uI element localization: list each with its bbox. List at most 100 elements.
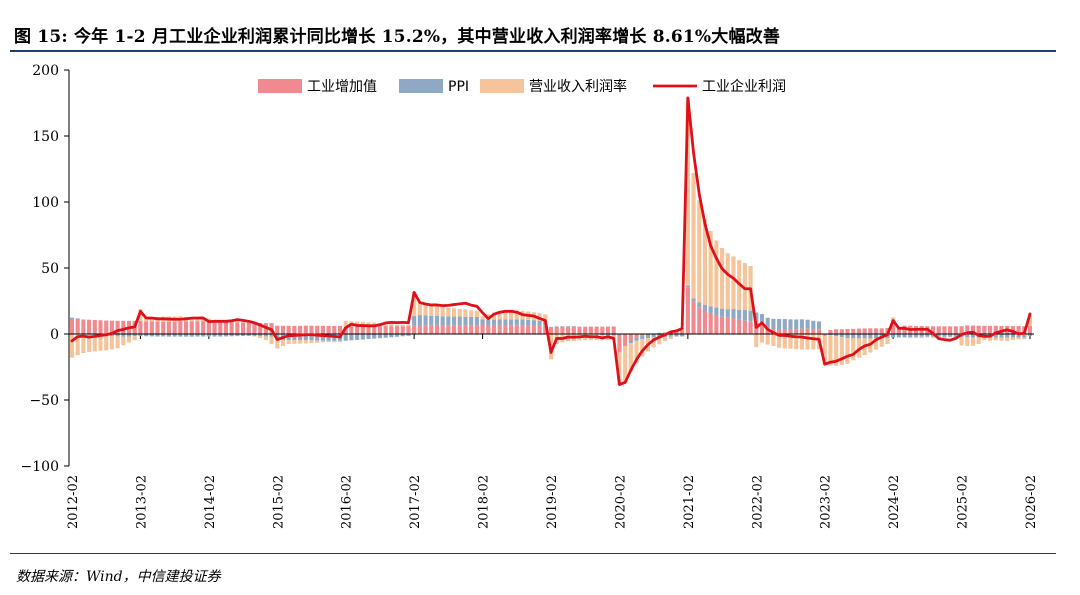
bar-ppi — [537, 320, 542, 326]
bar-value-added — [799, 328, 804, 334]
bar-value-added — [640, 334, 645, 336]
bar-value-added — [988, 325, 993, 334]
bar-margin — [201, 319, 206, 322]
bar-margin — [469, 310, 474, 317]
y-tick-label: 0 — [50, 327, 59, 343]
bar-value-added — [543, 325, 548, 334]
bar-value-added — [178, 321, 183, 334]
bar-ppi — [680, 334, 685, 337]
bar-ppi — [919, 334, 924, 337]
bar-ppi — [931, 334, 936, 337]
bar-ppi — [531, 320, 536, 326]
bar-value-added — [212, 322, 217, 334]
bar-ppi — [417, 315, 422, 326]
bar-ppi — [999, 334, 1004, 338]
bar-margin — [372, 322, 377, 327]
bar-margin — [87, 334, 92, 352]
bar-value-added — [98, 320, 103, 334]
bar-value-added — [531, 325, 536, 334]
bar-value-added — [429, 325, 434, 334]
bar-margin — [263, 336, 268, 341]
bar-value-added — [166, 321, 171, 334]
bar-value-added — [195, 321, 200, 334]
bar-value-added — [765, 328, 770, 334]
bar-value-added — [982, 325, 987, 334]
bar-ppi — [446, 316, 451, 326]
bar-ppi — [913, 334, 919, 337]
bar-value-added — [92, 320, 97, 334]
bar-margin — [976, 337, 981, 345]
bar-margin — [754, 334, 759, 348]
bar-value-added — [714, 314, 719, 334]
bar-value-added — [634, 334, 639, 338]
bar-ppi — [69, 317, 75, 319]
bar-ppi — [440, 316, 445, 326]
bar-value-added — [406, 326, 411, 334]
bar-value-added — [440, 325, 445, 334]
bar-value-added — [486, 325, 491, 334]
bar-margin — [651, 337, 656, 348]
bar-ppi — [777, 318, 782, 330]
bar-value-added — [577, 326, 582, 334]
bar-ppi — [349, 334, 354, 341]
bar-ppi — [320, 334, 325, 341]
bar-ppi — [554, 326, 559, 327]
bar-value-added — [75, 318, 80, 334]
bar-ppi — [759, 314, 765, 326]
bar-ppi — [811, 320, 816, 329]
bar-ppi — [201, 334, 206, 337]
bar-ppi — [520, 319, 525, 326]
bar-ppi — [526, 319, 531, 326]
bar-margin — [303, 340, 308, 344]
bar-margin — [292, 340, 297, 344]
bar-ppi — [845, 334, 850, 339]
bar-margin — [668, 336, 673, 340]
bar-margin — [970, 337, 976, 346]
bar-value-added — [953, 326, 958, 334]
bar-value-added — [201, 321, 206, 334]
bar-value-added — [611, 326, 616, 334]
bar-margin — [121, 336, 126, 346]
bar-margin — [1005, 337, 1010, 341]
bar-ppi — [737, 309, 742, 320]
bar-value-added — [748, 321, 753, 334]
bar-value-added — [822, 334, 827, 336]
bar-ppi — [970, 334, 976, 338]
profit-line-group — [70, 96, 1032, 386]
x-tick-label: 2013-02 — [134, 475, 149, 529]
bar-value-added — [583, 326, 588, 334]
bar-margin — [697, 200, 702, 303]
bar-ppi — [828, 334, 833, 336]
bar-ppi — [452, 316, 457, 326]
bar-value-added — [805, 328, 810, 334]
bar-value-added — [834, 329, 839, 334]
bar-value-added — [1016, 326, 1021, 334]
bar-value-added — [104, 320, 109, 334]
bar-ppi — [309, 334, 314, 341]
bar-margin — [412, 291, 417, 317]
bar-ppi — [195, 334, 200, 337]
bar-margin — [759, 334, 765, 343]
bar-value-added — [566, 326, 571, 334]
bar-ppi — [343, 334, 348, 341]
bar-margin — [104, 335, 109, 351]
bar-margin — [788, 334, 793, 349]
bar-value-added — [520, 325, 525, 334]
bar-ppi — [463, 316, 468, 326]
bar-ppi — [457, 316, 462, 326]
bar-value-added — [320, 325, 325, 334]
bar-value-added — [309, 325, 314, 334]
bar-value-added — [948, 326, 953, 334]
bar-ppi — [155, 334, 160, 337]
bar-margin — [503, 310, 508, 320]
bar-value-added — [571, 326, 576, 334]
y-tick-label: −50 — [29, 393, 59, 409]
bar-ppi — [873, 334, 879, 339]
bar-margin — [115, 336, 120, 349]
bar-value-added — [868, 328, 873, 334]
bar-value-added — [366, 326, 371, 334]
bar-value-added — [1027, 325, 1033, 334]
bar-margin — [406, 324, 411, 327]
bar-ppi — [412, 316, 417, 326]
